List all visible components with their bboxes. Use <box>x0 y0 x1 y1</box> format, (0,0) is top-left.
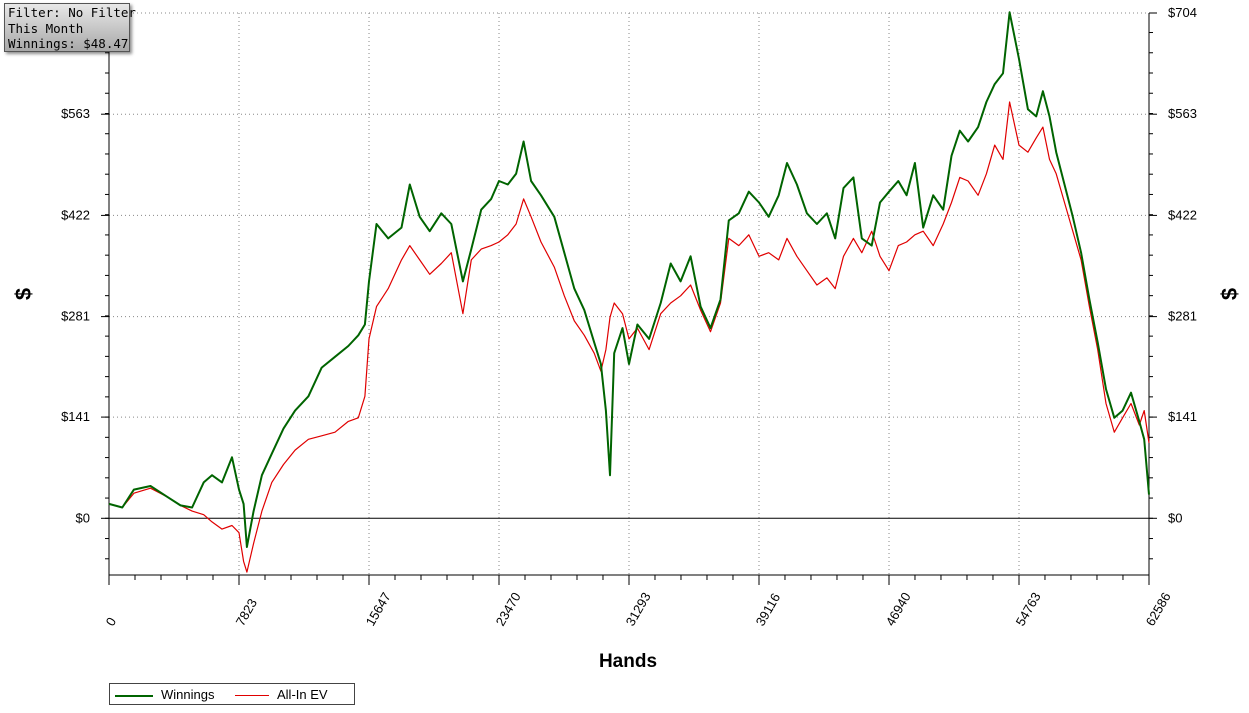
y-tick-label-right: $704 <box>1168 5 1197 20</box>
x-tick-label: 15647 <box>363 590 394 629</box>
x-tick-label: 54763 <box>1013 590 1044 629</box>
y-tick-label-right: $563 <box>1168 106 1197 121</box>
legend-label-winnings: Winnings <box>161 687 215 702</box>
chart-legend: Winnings All-In EV <box>109 683 355 705</box>
grid-layer <box>109 12 1149 575</box>
legend-label-allin-ev: All-In EV <box>277 687 328 702</box>
y-tick-label-left: $422 <box>61 207 90 222</box>
y-tick-label-right: $422 <box>1168 207 1197 222</box>
period-line: This Month <box>8 20 84 36</box>
x-tick-label: 62586 <box>1143 590 1174 629</box>
series-layer <box>108 11 1150 573</box>
legend-item-winnings: Winnings <box>115 687 235 702</box>
y-tick-label-left: $0 <box>76 510 90 525</box>
y-tick-label-right: $141 <box>1168 409 1197 424</box>
x-tick-label: 39116 <box>753 591 784 629</box>
y-tick-label-right: $0 <box>1168 510 1182 525</box>
y-tick-label-left: $563 <box>61 106 90 121</box>
y-axis-title-right: $ <box>1217 288 1242 300</box>
winnings-line: Winnings: $48.47 <box>8 36 129 51</box>
axis-layer <box>101 12 1157 585</box>
x-tick-label: 31293 <box>623 590 654 629</box>
y-tick-label-left: $281 <box>61 309 90 324</box>
x-tick-label: 23470 <box>493 590 524 629</box>
x-tick-label: 0 <box>103 615 120 629</box>
x-tick-label: 46940 <box>883 590 914 629</box>
y-axis-title-left: $ <box>11 288 36 300</box>
x-tick-label: 7823 <box>233 596 260 629</box>
filter-info-box: Filter: No Filter This Month Winnings: $… <box>4 3 136 52</box>
x-axis-title: Hands <box>599 651 657 672</box>
legend-item-allin-ev: All-In EV <box>235 687 355 702</box>
y-tick-label-left: $141 <box>61 409 90 424</box>
series-line-winnings <box>108 11 1150 548</box>
series-line-allin-ev <box>108 101 1150 573</box>
y-tick-label-right: $281 <box>1168 309 1197 324</box>
filter-line: Filter: No Filter <box>8 5 136 20</box>
legend-swatch-allin-ev <box>235 695 269 696</box>
legend-swatch-winnings <box>115 695 153 697</box>
